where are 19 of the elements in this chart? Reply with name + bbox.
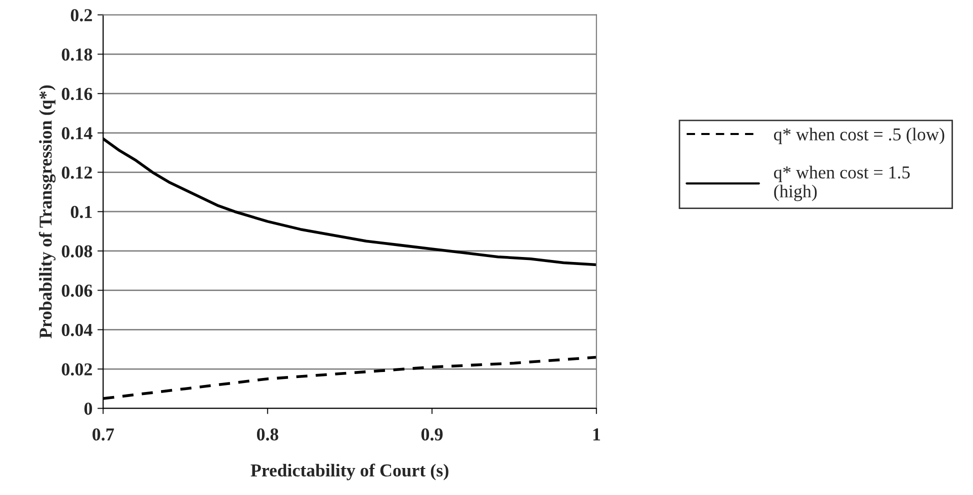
- legend-label: q* when cost = .5 (low): [774, 128, 944, 144]
- y-tick-label: 0.12: [62, 166, 92, 179]
- y-tick-label: 0.04: [62, 324, 92, 336]
- y-axis-title: Probability of Transgression (q*): [38, 85, 56, 338]
- x-axis-title: Predictability of Court (s): [250, 464, 448, 480]
- x-tick-label: 0.9: [421, 428, 443, 441]
- y-tick-label: 0.14: [62, 127, 92, 140]
- y-tick-label: 0.18: [62, 48, 92, 61]
- x-tick-label: 0.8: [256, 428, 278, 441]
- y-tick-label: 0: [84, 402, 92, 415]
- x-tick-label: 1: [593, 428, 600, 440]
- x-tick-label: 0.7: [92, 428, 114, 441]
- y-tick-label: 0.06: [62, 284, 92, 297]
- y-tick-label: 0.02: [62, 363, 92, 376]
- y-tick-label: 0.16: [62, 88, 92, 100]
- y-tick-label: 0.08: [62, 245, 92, 258]
- y-tick-label: 0.1: [70, 206, 92, 218]
- legend-label: q* when cost = 1.5 (high): [774, 166, 910, 202]
- y-tick-label: 0.2: [70, 9, 92, 22]
